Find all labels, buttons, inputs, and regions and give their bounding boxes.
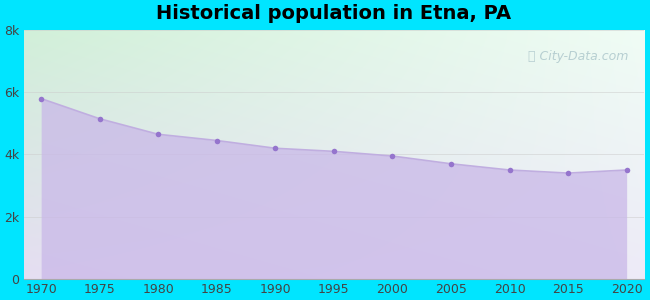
Title: Historical population in Etna, PA: Historical population in Etna, PA (157, 4, 512, 23)
Text: ⓘ City-Data.com: ⓘ City-Data.com (528, 50, 629, 63)
